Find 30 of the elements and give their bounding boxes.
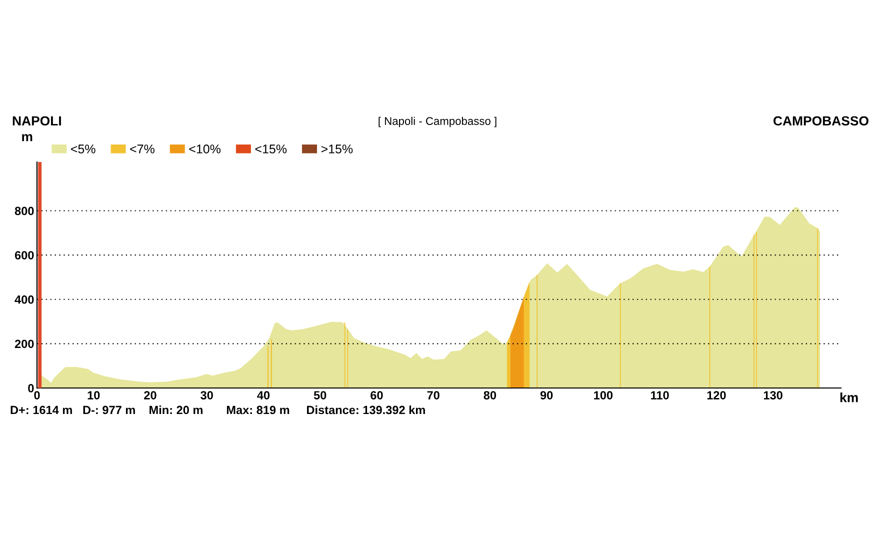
x-tick-label: 80 <box>484 391 496 400</box>
x-tick-label: 70 <box>427 391 440 400</box>
text: CAMPOBASSO <box>774 116 868 126</box>
x-tick-label: 120 <box>707 391 726 400</box>
x-axis-title: km <box>840 392 858 402</box>
legend-label: <7% <box>130 144 154 154</box>
y-tick-label: 0 <box>28 384 34 392</box>
y-axis-title: m <box>22 134 32 142</box>
x-tick-label: 60 <box>370 391 383 400</box>
x-tick-label: 0 <box>34 391 40 400</box>
legend-label: >15% <box>321 144 353 154</box>
legend-label: <5% <box>71 144 96 154</box>
x-tick-label: 10 <box>88 391 100 400</box>
y-tick-label: 400 <box>14 295 34 304</box>
y-tick-label: 200 <box>14 340 34 348</box>
legend-label: <15% <box>255 144 287 154</box>
y-tick-label: 600 <box>14 251 34 260</box>
x-tick-label: 110 <box>651 391 669 400</box>
x-tick-label: 30 <box>200 391 213 400</box>
x-tick-label: 130 <box>764 391 782 400</box>
legend-label: <10% <box>189 144 221 154</box>
x-tick-label: 20 <box>144 391 156 400</box>
x-tick-label: 40 <box>257 391 270 400</box>
text: D+: 1614 m D-: 977 m Min: 20 m Max: 819 m Distance: 139.392 km <box>10 405 425 414</box>
x-tick-label: 90 <box>540 391 553 400</box>
text: NAPOLI <box>12 116 61 126</box>
x-tick-label: 50 <box>314 391 326 400</box>
y-tick-label: 800 <box>14 206 34 216</box>
x-tick-label: 100 <box>594 391 613 400</box>
chart-title: [ Napoli - Campobasso ] <box>378 116 496 128</box>
